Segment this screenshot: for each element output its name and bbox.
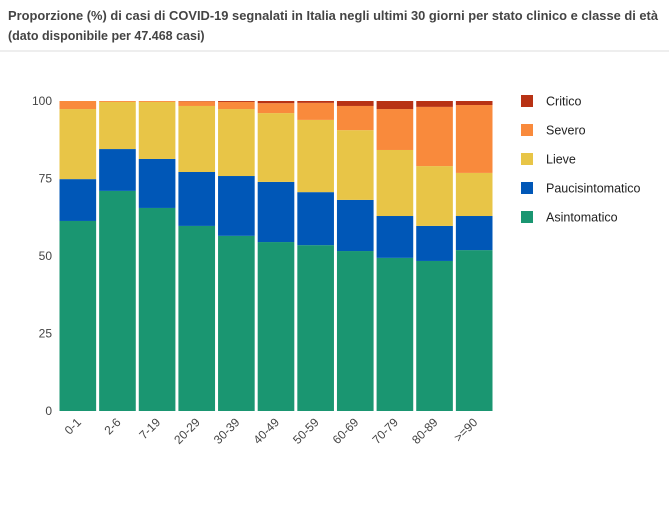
- bar-segment: [416, 107, 453, 166]
- legend-label: Severo: [546, 124, 586, 138]
- bar-segment: [218, 176, 255, 236]
- bar-segment: [377, 109, 414, 150]
- bar-segment: [139, 159, 176, 208]
- y-tick-label: 100: [32, 94, 52, 108]
- bar-segment: [337, 200, 374, 251]
- x-tick-label: >=90: [451, 415, 480, 444]
- bar-segment: [456, 101, 493, 105]
- bar-segment: [218, 102, 255, 109]
- bar-segment: [377, 150, 414, 216]
- bar-segment: [456, 173, 493, 216]
- bar-segment: [218, 236, 255, 411]
- x-tick-label: 70-79: [369, 415, 401, 447]
- bar-segment: [416, 101, 453, 107]
- legend-swatch: [521, 153, 533, 165]
- y-tick-label: 50: [39, 249, 53, 263]
- bar-segment: [337, 106, 374, 130]
- x-tick-label: 80-89: [409, 415, 441, 447]
- bar-segment: [456, 105, 493, 173]
- legend-swatch: [521, 211, 533, 223]
- bar-segment: [456, 216, 493, 250]
- legend-label: Lieve: [546, 153, 576, 167]
- x-tick-label: 2-6: [101, 415, 123, 437]
- bar-segment: [416, 166, 453, 226]
- bar-segment: [60, 221, 97, 411]
- bar-segment: [377, 101, 414, 109]
- bar-segment: [99, 102, 136, 149]
- x-tick-label: 40-49: [251, 415, 283, 447]
- bar-segment: [297, 101, 334, 103]
- bar-segment: [178, 101, 215, 106]
- bar-segment: [139, 208, 176, 411]
- bar-segment: [60, 109, 97, 179]
- bar-segment: [258, 103, 295, 113]
- x-tick-label: 7-19: [136, 415, 163, 442]
- chart-subtitle: (dato disponibile per 47.468 casi): [8, 29, 205, 43]
- bar-segment: [139, 101, 176, 102]
- bar-segment: [297, 245, 334, 411]
- legend-label: Paucisintomatico: [546, 182, 641, 196]
- bar-segment: [258, 242, 295, 411]
- bar-segment: [178, 172, 215, 226]
- chart-title: Proporzione (%) di casi di COVID-19 segn…: [8, 9, 658, 23]
- bar-segment: [377, 216, 414, 258]
- bar-segment: [337, 251, 374, 411]
- bar-segment: [297, 120, 334, 192]
- bar-segment: [258, 182, 295, 242]
- bar-segment: [99, 191, 136, 411]
- bar-segment: [218, 109, 255, 176]
- bar-segment: [178, 106, 215, 172]
- legend-swatch: [521, 182, 533, 194]
- y-tick-label: 0: [45, 404, 52, 418]
- legend-swatch: [521, 95, 533, 107]
- bar-segment: [60, 101, 97, 109]
- bar-segment: [297, 192, 334, 245]
- bar-segment: [456, 250, 493, 411]
- bar-segment: [178, 226, 215, 411]
- bar-segment: [416, 226, 453, 261]
- x-tick-label: 0-1: [62, 415, 84, 437]
- bar-segment: [258, 101, 295, 103]
- bar-segment: [139, 102, 176, 159]
- legend-label: Critico: [546, 95, 581, 109]
- x-tick-label: 30-39: [211, 415, 243, 447]
- y-tick-label: 75: [39, 172, 53, 186]
- bar-segment: [416, 261, 453, 411]
- bar-segment: [337, 130, 374, 200]
- legend-label: Asintomatico: [546, 211, 618, 225]
- x-tick-label: 20-29: [171, 415, 203, 447]
- y-tick-label: 25: [39, 327, 53, 341]
- x-tick-label: 50-59: [290, 415, 322, 447]
- bar-segment: [99, 149, 136, 191]
- bar-segment: [99, 101, 136, 102]
- bar-segment: [337, 101, 374, 106]
- legend-swatch: [521, 124, 533, 136]
- bar-segment: [60, 179, 97, 221]
- bar-segment: [218, 101, 255, 102]
- bar-segment: [377, 258, 414, 411]
- bar-segment: [258, 113, 295, 182]
- bar-segment: [297, 103, 334, 120]
- x-tick-label: 60-69: [330, 415, 362, 447]
